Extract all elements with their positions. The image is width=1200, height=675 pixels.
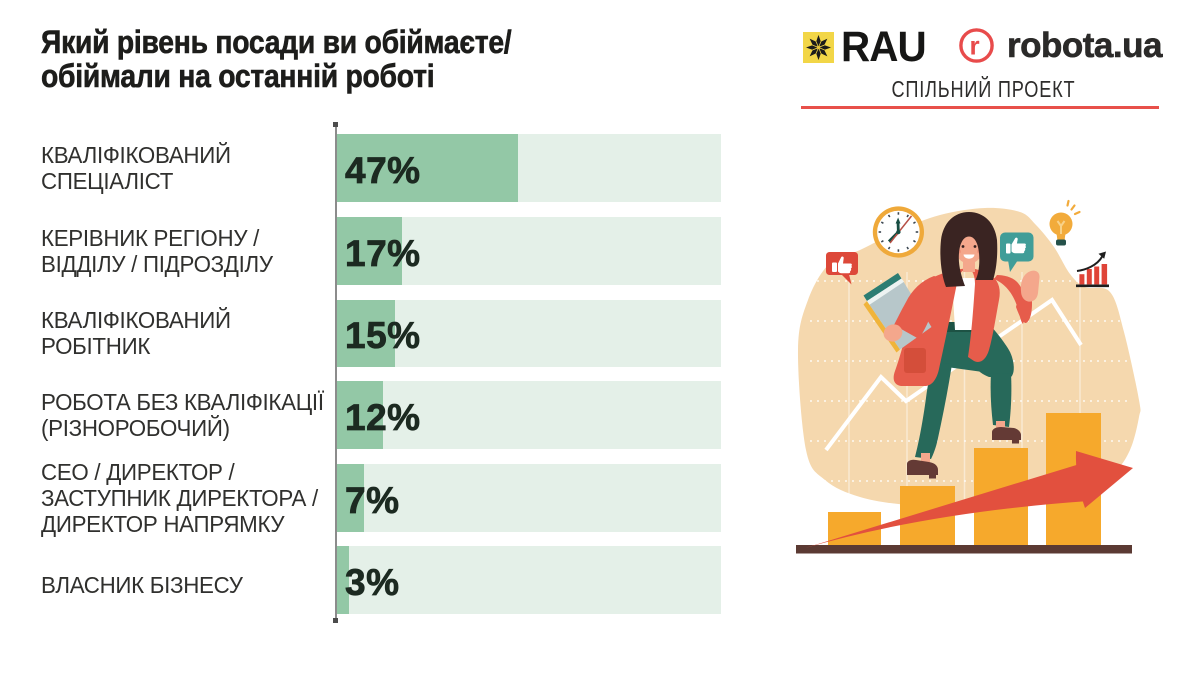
svg-text:r: r (970, 31, 980, 61)
